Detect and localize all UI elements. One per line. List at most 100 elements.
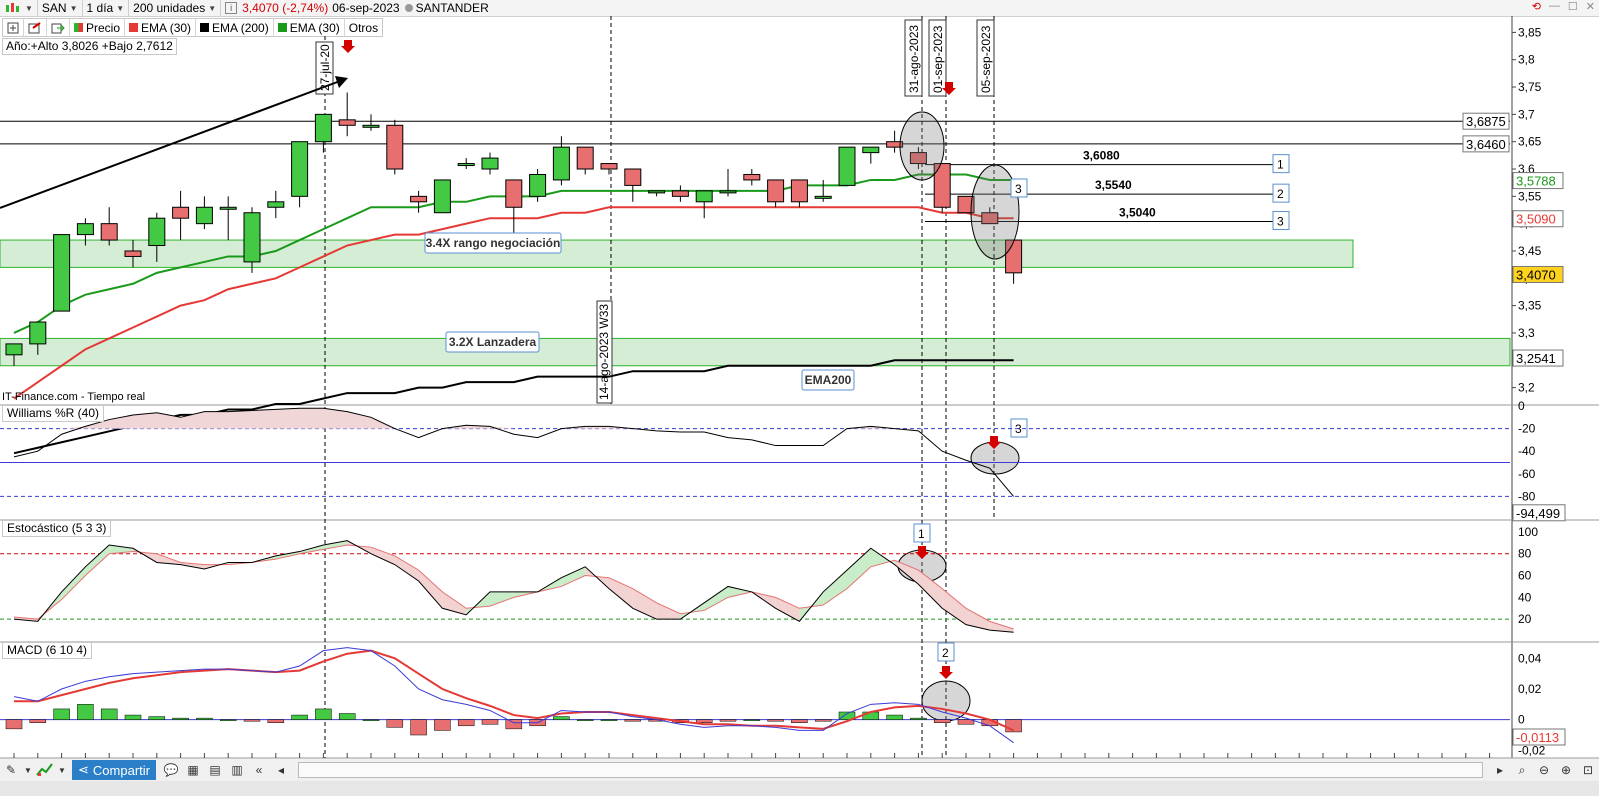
time-tick-label: 07 [483,757,497,758]
zone-lower-label-box [445,331,540,353]
time-tick-label: 24 [245,757,259,758]
macd-histogram-bar [767,719,784,722]
legend-item-ema30-green[interactable]: EMA (30) [274,19,345,36]
macd-histogram-bar [386,719,404,728]
chart-type-icon[interactable]: ▼ [0,0,38,16]
add-series-icon[interactable] [3,19,24,36]
legend-label: EMA (30) [289,20,340,35]
zoom-reset-icon[interactable]: ⊡ [1582,763,1594,777]
stoch-fill [418,570,443,609]
share-button[interactable]: ⋖ Compartir [72,760,156,780]
ema-swatch [200,23,210,32]
time-tick-label: 29 [1411,757,1425,758]
scroll-right-icon[interactable]: ▸ [1496,763,1504,777]
macd-histogram-bar [791,719,808,723]
price-tick-label: 3,8 [1518,53,1535,67]
info-icon[interactable]: i [225,2,238,14]
williams-tick-label: 0 [1518,399,1525,413]
candle-body [552,146,570,181]
comment-icon[interactable]: 💬 [163,763,179,777]
candle-body [386,124,404,170]
units-select[interactable]: 200 unidades ▼ [129,0,222,16]
interval-select[interactable]: 1 día ▼ [83,0,130,16]
macd-histogram-bar [957,719,975,725]
highlight-ellipse [899,111,945,181]
price-tick-label: 3,65 [1518,135,1542,149]
time-tick-label: 15 [626,757,640,758]
ema-swatch [129,23,139,32]
legend-item-price[interactable]: Precio [70,19,126,36]
price-tick-label: 3,55 [1518,189,1542,203]
stoch-fill [918,570,943,609]
price-box-label: 3,5788 [1516,174,1556,189]
time-tick-label: 12 [54,757,68,758]
stoch-fill [14,617,38,622]
chart-layout-icon[interactable]: ▤ [209,763,221,777]
williams-label[interactable]: Williams %R (40) [2,405,105,422]
williams-value-box [1512,504,1566,522]
chevron-down-icon[interactable]: ▼ [58,765,66,775]
stoch-fill [490,591,514,607]
macd-tick-label: -0,02 [1518,743,1546,757]
zoom-in-icon[interactable]: ⊕ [1560,763,1572,777]
legend-item-ema30-red[interactable]: EMA (30) [125,19,197,36]
time-tick-label: 17 [126,757,140,758]
zone-upper-label: 3.4X rango negociación [426,236,561,250]
macd-tick-label: 0 [1518,713,1525,727]
time-tick-label: 19 [1221,757,1235,758]
symbol-select[interactable]: SAN ▼ [38,0,83,16]
macd-label[interactable]: MACD (6 10 4) [2,642,93,659]
maximize-icon[interactable]: ☐ [1567,1,1578,13]
multi-chart-icon[interactable]: ▥ [231,763,243,777]
candle-body [267,201,285,208]
time-tick-label: 13 [1125,757,1139,758]
date-marker-label: 14-ago-2023 W33 [597,304,611,400]
legend-label: Precio [86,20,121,35]
time-scrollbar[interactable] [297,762,1483,778]
chevron-down-icon[interactable]: ▼ [24,765,32,775]
legend-otros[interactable]: Otros [345,19,382,36]
stoch-k-line [13,540,1014,633]
legend-item-ema200[interactable]: EMA (200) [196,19,274,36]
refresh-icon[interactable]: ⟲ [1531,1,1541,13]
stoch-fill [371,547,395,565]
rewind-icon[interactable]: « [255,763,263,777]
macd-line [13,647,1014,744]
target-tag-label: 1 [1277,158,1284,172]
top-toolbar: ▼ SAN ▼ 1 día ▼ 200 unidades ▼ i 3,4070 (-2… [0,0,1599,17]
stoch-fill [299,545,324,554]
zoom-fit-icon[interactable]: ⌕ [1518,762,1526,777]
time-tick-label: 27 [316,757,330,758]
time-tick-label: 12 [1102,757,1116,758]
zone-upper-label-box [424,232,562,254]
stoch-marker: 1 [918,527,925,541]
calendar-icon[interactable]: ▦ [187,763,199,777]
time-tick-label: 26 [292,757,306,758]
macd-histogram-bar [53,708,70,720]
zoom-out-icon[interactable]: ⊖ [1538,763,1550,777]
time-tick-label: 20 [197,757,211,758]
window-controls: ⟲ — ☐ ✕ [1532,0,1595,13]
close-icon[interactable]: ✕ [1585,1,1595,13]
indicators-icon[interactable] [34,760,56,780]
draw-tool-icon[interactable]: ✎ [5,763,17,777]
candle-body [981,212,999,225]
scroll-left-icon[interactable]: ◂ [277,763,284,777]
time-tick-label: 13 [78,757,92,758]
price-tick-label: 3,3 [1518,326,1535,340]
stoch-label[interactable]: Estocástico (5 3 3) [2,520,112,537]
time-tick-label: 02 [411,757,425,758]
time-tick-label: 07 [1030,757,1044,758]
export-series-icon[interactable] [47,19,70,36]
minimize-icon[interactable]: — [1548,0,1560,12]
chart-canvas[interactable]: 27-jul-20 14-ago-2023 W33 31-ago-2023 01-se… [0,16,1599,758]
edit-series-icon[interactable] [24,19,47,36]
ema200-note: EMA200 [805,373,852,387]
time-tick-label: 10 [7,757,21,758]
target-level-value: 3,5040 [1119,205,1156,219]
macd-histogram-bar [624,719,642,722]
candle-body [695,190,713,203]
chevron-down-icon: ▼ [116,3,125,13]
candle-body [76,223,94,236]
macd-histogram-bar [434,719,451,731]
